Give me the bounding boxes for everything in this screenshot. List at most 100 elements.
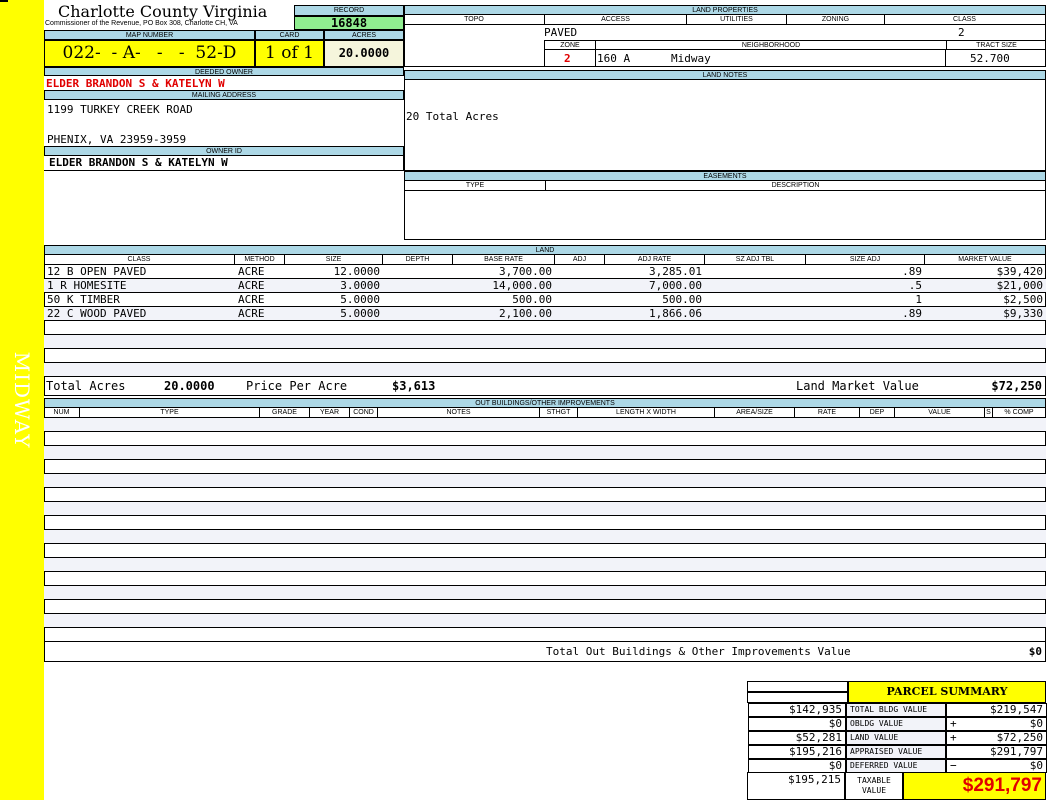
land-cell: $2,500 bbox=[1003, 293, 1043, 306]
outbuilding-header-4: COND bbox=[350, 408, 378, 417]
zoning-header: ZONING bbox=[787, 15, 885, 24]
land-cell bbox=[383, 293, 453, 306]
zone-header: ZONE bbox=[545, 41, 596, 49]
land-cell: .89 bbox=[902, 307, 922, 320]
outbuildings-title: OUT BUILDINGS/OTHER IMPROVEMENTS bbox=[44, 398, 1046, 408]
outbuilding-row bbox=[44, 628, 1046, 642]
topo-header: TOPO bbox=[404, 15, 545, 24]
card-label: CARD bbox=[255, 30, 324, 40]
land-cell bbox=[555, 265, 605, 278]
land-cell: $21,000 bbox=[996, 279, 1043, 292]
taxable-label: TAXABLE VALUE bbox=[845, 772, 903, 800]
summary-amount: $219,547 bbox=[990, 703, 1043, 716]
outbuilding-row bbox=[44, 474, 1046, 488]
land-notes-title: LAND NOTES bbox=[404, 70, 1046, 80]
land-row bbox=[44, 349, 1046, 363]
land-cell: 2,100.00 bbox=[499, 307, 552, 320]
land-cell: 50 K TIMBER bbox=[47, 293, 120, 306]
deeded-owner-label: DEEDED OWNER bbox=[44, 67, 404, 76]
land-cell: 500.00 bbox=[512, 293, 552, 306]
land-cell: ACRE bbox=[238, 279, 265, 292]
outbuilding-row bbox=[44, 614, 1046, 628]
outbuilding-row bbox=[44, 558, 1046, 572]
summary-value: + $72,250 bbox=[946, 731, 1047, 745]
land-header-0: CLASS bbox=[44, 255, 235, 264]
summary-label: APPRAISED VALUE bbox=[846, 745, 946, 759]
land-cell bbox=[705, 279, 806, 292]
outbuilding-header-7: LENGTH X WIDTH bbox=[578, 408, 715, 417]
land-row: 1 R HOMESITE ACRE 3.0000 14,000.00 7,000.00.… bbox=[44, 279, 1046, 293]
land-cell bbox=[383, 265, 453, 278]
parcel-summary-title: PARCEL SUMMARY bbox=[848, 681, 1046, 703]
county-title: Charlotte County Virginia bbox=[58, 2, 268, 21]
land-row bbox=[44, 363, 1046, 377]
land-cell: 14,000.00 bbox=[492, 279, 552, 292]
land-cell: ACRE bbox=[238, 265, 265, 278]
land-market-value: $72,250 bbox=[991, 379, 1042, 393]
land-title: LAND bbox=[44, 245, 1046, 255]
taxable-value: $291,797 bbox=[903, 772, 1046, 800]
county-subtitle: Commissioner of the Revenue, PO Box 308,… bbox=[45, 20, 238, 27]
taxable-prior-value: $195,215 bbox=[747, 772, 845, 800]
land-cell: ACRE bbox=[238, 307, 265, 320]
land-cell: ACRE bbox=[238, 293, 265, 306]
outbuilding-row bbox=[44, 600, 1046, 614]
outbuilding-header-8: AREA/SIZE bbox=[715, 408, 795, 417]
map-number-label: MAP NUMBER bbox=[44, 30, 255, 40]
summary-value: $219,547 bbox=[946, 703, 1047, 717]
land-cell: 500.00 bbox=[662, 293, 702, 306]
land-cell: 12.0000 bbox=[333, 265, 380, 278]
land-cell bbox=[705, 265, 806, 278]
land-properties-title: LAND PROPERTIES bbox=[404, 5, 1046, 15]
outbuilding-row bbox=[44, 446, 1046, 460]
land-row bbox=[44, 321, 1046, 335]
summary-amount: $0 bbox=[1029, 717, 1043, 730]
owner-id: ELDER BRANDON S & KATELYN W bbox=[44, 156, 404, 171]
acres-value: 20.0000 bbox=[324, 40, 404, 67]
summary-prior-value: $195,216 bbox=[748, 745, 846, 759]
land-row bbox=[44, 335, 1046, 349]
price-per-acre: $3,613 bbox=[392, 379, 436, 393]
access-header: ACCESS bbox=[545, 15, 687, 24]
outbuilding-header-12: S bbox=[985, 408, 993, 417]
land-header-2: SIZE bbox=[285, 255, 383, 264]
outbuilding-row bbox=[44, 502, 1046, 516]
outbuilding-header-1: TYPE bbox=[80, 408, 260, 417]
summary-value: $291,797 bbox=[946, 745, 1047, 759]
land-cell: 1,866.06 bbox=[649, 307, 702, 320]
outbuilding-row bbox=[44, 586, 1046, 600]
mailing-address-label: MAILING ADDRESS bbox=[44, 90, 404, 100]
land-row: 22 C WOOD PAVED ACRE 5.0000 2,100.00 1,866.0… bbox=[44, 307, 1046, 321]
outbuilding-header-2: GRADE bbox=[260, 408, 310, 417]
outbuilding-header-6: STHGT bbox=[540, 408, 578, 417]
summary-operator: − bbox=[950, 759, 957, 772]
land-row: 50 K TIMBER ACRE 5.0000 500.00 500.00 1 $2,500 bbox=[44, 293, 1046, 307]
land-cell: 3.0000 bbox=[340, 279, 380, 292]
land-properties-headers: TOPO ACCESS UTILITIES ZONING CLASS bbox=[404, 15, 1046, 25]
map-number: 022- - A- - - 52-D bbox=[44, 40, 255, 67]
neighborhood-code: 160 A bbox=[597, 52, 631, 65]
outbuildings-total-label: Total Out Buildings & Other Improvements… bbox=[546, 645, 851, 658]
land-cell bbox=[555, 293, 605, 306]
land-cell bbox=[555, 307, 605, 320]
land-header-6: ADJ RATE bbox=[605, 255, 705, 264]
land-cell: 3,285.01 bbox=[649, 265, 702, 278]
land-cell: .89 bbox=[902, 265, 922, 278]
outbuilding-header-3: YEAR bbox=[310, 408, 350, 417]
summary-prior-value: $52,281 bbox=[748, 731, 846, 745]
summary-prior-value: $142,935 bbox=[748, 703, 846, 717]
utilities-header: UTILITIES bbox=[687, 15, 787, 24]
summary-amount: $72,250 bbox=[996, 731, 1043, 744]
acres-label: ACRES bbox=[324, 30, 404, 40]
outbuilding-row bbox=[44, 544, 1046, 558]
summary-prior-value: $0 bbox=[748, 759, 846, 773]
address-line-1: 1199 TURKEY CREEK ROAD bbox=[47, 103, 193, 116]
outbuilding-header-9: RATE bbox=[795, 408, 860, 417]
land-header-9: MARKET VALUE bbox=[925, 255, 1046, 264]
land-header-8: Size Adj bbox=[806, 255, 925, 264]
land-header-7: SZ ADJ TBL bbox=[705, 255, 806, 264]
neighborhood-sidebar: MIDWAY bbox=[0, 0, 44, 800]
land-cell: 12 B OPEN PAVED bbox=[47, 265, 147, 278]
record-label: RECORD bbox=[294, 5, 404, 16]
outbuilding-header-0: NUM bbox=[44, 408, 80, 417]
